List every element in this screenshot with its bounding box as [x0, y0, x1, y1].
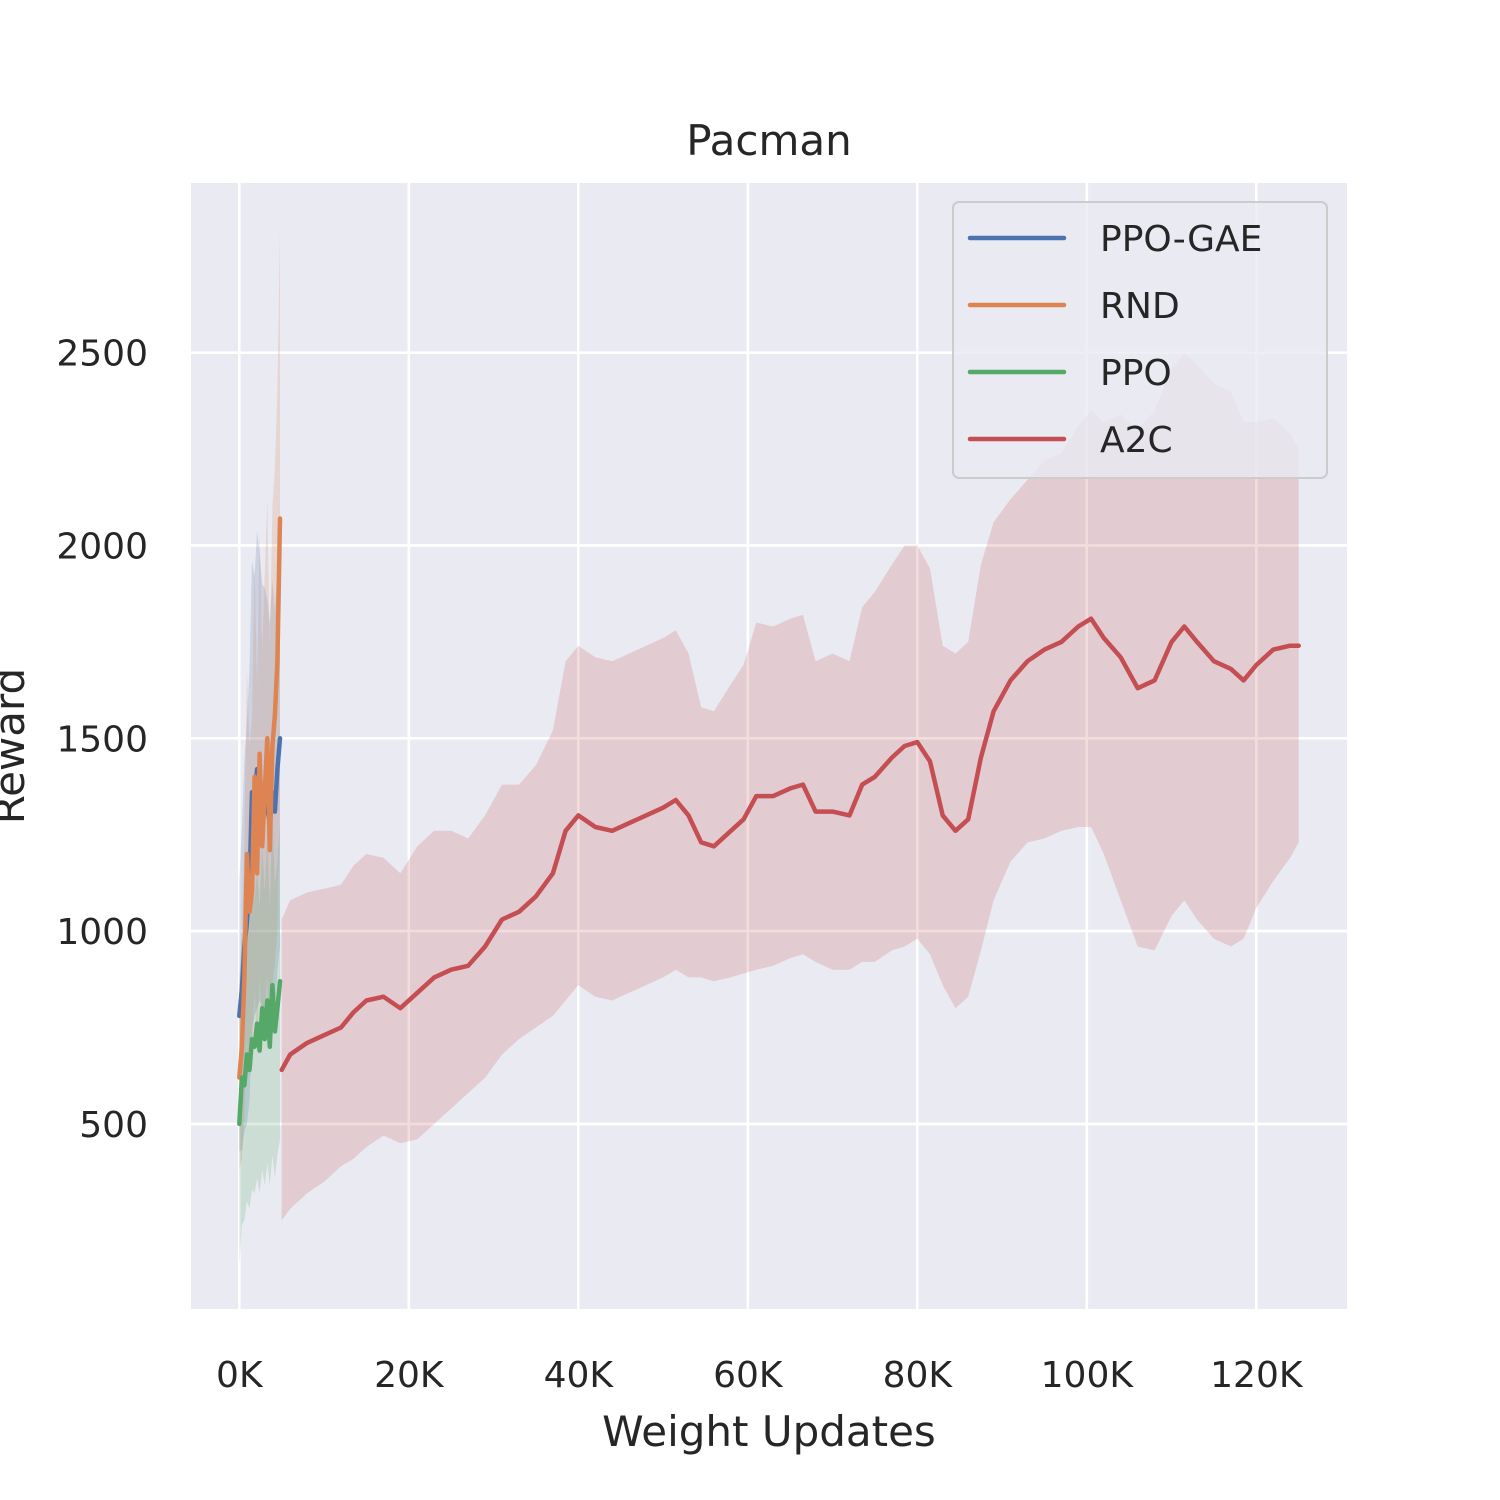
- y-tick-label: 2500: [56, 334, 148, 375]
- x-tick-label: 20K: [374, 1355, 445, 1396]
- ppo-line: [237, 978, 283, 1127]
- y-tick-label: 2000: [56, 526, 148, 567]
- legend-label-rnd: RND: [1100, 286, 1180, 327]
- legend: PPO-GAE RND PPO A2C: [952, 201, 1328, 479]
- legend-box: [952, 201, 1328, 479]
- rnd-band: [239, 229, 280, 1171]
- x-tick-labels: 0K 20K 40K 60K 80K 100K 120K: [216, 1355, 1304, 1396]
- a2c-line: [279, 616, 1301, 1073]
- x-tick-label: 60K: [713, 1355, 784, 1396]
- legend-label-a2c: A2C: [1100, 420, 1173, 461]
- rnd-line: [237, 516, 283, 1080]
- x-tick-label: 80K: [883, 1355, 954, 1396]
- chart-title: Pacman: [686, 116, 852, 165]
- y-tick-label: 500: [79, 1105, 148, 1146]
- x-tick-label: 40K: [544, 1355, 615, 1396]
- y-tick-label: 1500: [56, 719, 148, 760]
- x-tick-label: 100K: [1041, 1355, 1135, 1396]
- x-axis-label: Weight Updates: [602, 1407, 936, 1456]
- legend-label-ppo: PPO: [1100, 353, 1172, 394]
- series-lines: [237, 516, 1301, 1127]
- x-tick-label: 0K: [216, 1355, 264, 1396]
- x-tick-label: 120K: [1210, 1355, 1304, 1396]
- y-tick-labels: 500 1000 1500 2000 2500: [56, 334, 148, 1146]
- y-tick-label: 1000: [56, 912, 148, 953]
- legend-label-ppo-gae: PPO-GAE: [1100, 219, 1262, 260]
- y-axis-label: Reward: [0, 668, 34, 824]
- grid-lines: [191, 183, 1347, 1309]
